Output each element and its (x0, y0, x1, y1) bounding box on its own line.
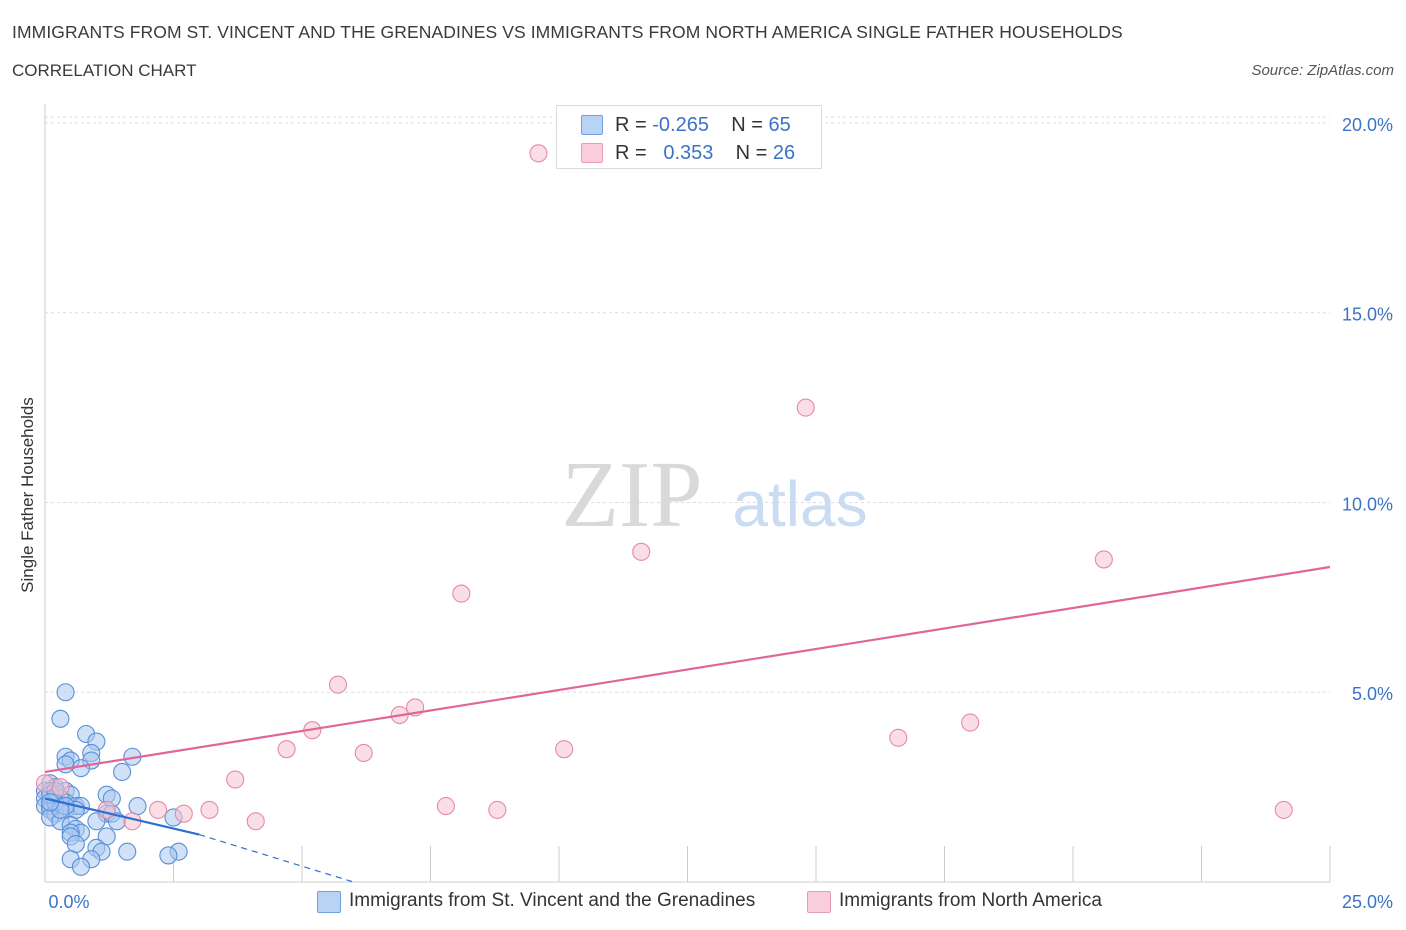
watermark-zip: ZIP (562, 443, 703, 547)
pink-data-point (35, 774, 55, 793)
pink-data-point (529, 144, 548, 163)
blue-data-point (51, 709, 70, 728)
legend-swatch-blue (581, 115, 603, 135)
pink-data-point (328, 675, 348, 694)
pink-data-point (889, 728, 908, 747)
pink-data-point (1094, 550, 1113, 569)
series-label-pink: Immigrants from North America (839, 890, 1102, 911)
blue-data-point (41, 793, 60, 812)
tick-labels-layer: 5.0% 10.0% 15.0% 20.0% 0.0% 25.0% (48, 115, 1393, 912)
source-label: Source: ZipAtlas.com (1251, 62, 1394, 79)
blue-data-point (56, 683, 75, 702)
legend-n-label: N = (731, 114, 763, 136)
series-label-blue: Immigrants from St. Vincent and the Gren… (349, 890, 756, 911)
pink-data-point (555, 740, 574, 759)
pink-data-point (354, 743, 373, 763)
pink-data-point (277, 740, 296, 759)
pink-data-point (632, 542, 651, 561)
pink-data-point (174, 804, 193, 823)
pink-data-point (436, 797, 455, 816)
grid-layer (45, 116, 1330, 693)
pink-trend-line (44, 565, 1331, 774)
pink-data-point (97, 800, 116, 819)
legend-n-value: 26 (772, 142, 796, 164)
series-swatch-pink (807, 891, 831, 913)
pink-data-point (246, 812, 265, 831)
pink-data-point (1274, 800, 1293, 819)
watermark: ZIP atlas (562, 443, 868, 547)
legend-n-label: N = (735, 142, 768, 164)
pink-data-point (226, 770, 245, 789)
x-tick-label: 25.0% (1342, 892, 1393, 912)
trend-lines-layer (44, 565, 1331, 883)
pink-data-point (961, 713, 980, 732)
blue-data-point (71, 857, 91, 876)
pink-data-point (796, 398, 815, 417)
y-axis-label: Single Father Households (18, 397, 37, 593)
legend-n-value: 65 (768, 114, 791, 136)
chart-subtitle: CORRELATION CHART (12, 61, 197, 80)
pink-data-point (51, 778, 70, 797)
pink-data-point (200, 800, 219, 819)
chart-title: IMMIGRANTS FROM ST. VINCENT AND THE GREN… (12, 22, 1123, 42)
legend-r-label: R = (615, 142, 647, 164)
x-tick-label: 0.0% (48, 892, 89, 912)
blue-data-point (159, 846, 178, 865)
legend-r-label: R = (615, 114, 647, 136)
blue-data-point (66, 834, 85, 854)
pink-data-point (488, 800, 507, 819)
correlation-legend: R = -0.265 N = 65 R = 0.353 N = 26 (556, 105, 822, 169)
blue-data-point (118, 842, 137, 861)
points-layer (35, 144, 1293, 876)
series-swatch-blue (317, 891, 341, 913)
blue-data-point (87, 812, 106, 831)
blue-trend-line (44, 797, 200, 836)
blue-data-point (113, 762, 132, 781)
pink-data-point (452, 584, 471, 603)
pink-data-point (149, 800, 168, 819)
legend-r-value: -0.265 (652, 114, 709, 136)
watermark-atlas: atlas (732, 468, 867, 540)
y-tick-label: 10.0% (1342, 494, 1393, 514)
legend-r-value: 0.353 (663, 142, 714, 164)
y-tick-label: 15.0% (1342, 305, 1393, 325)
blue-data-point (128, 797, 147, 816)
y-tick-label: 20.0% (1342, 115, 1393, 135)
legend-swatch-pink (581, 143, 603, 163)
blue-trend-extension (199, 833, 354, 883)
y-tick-label: 5.0% (1352, 684, 1393, 704)
